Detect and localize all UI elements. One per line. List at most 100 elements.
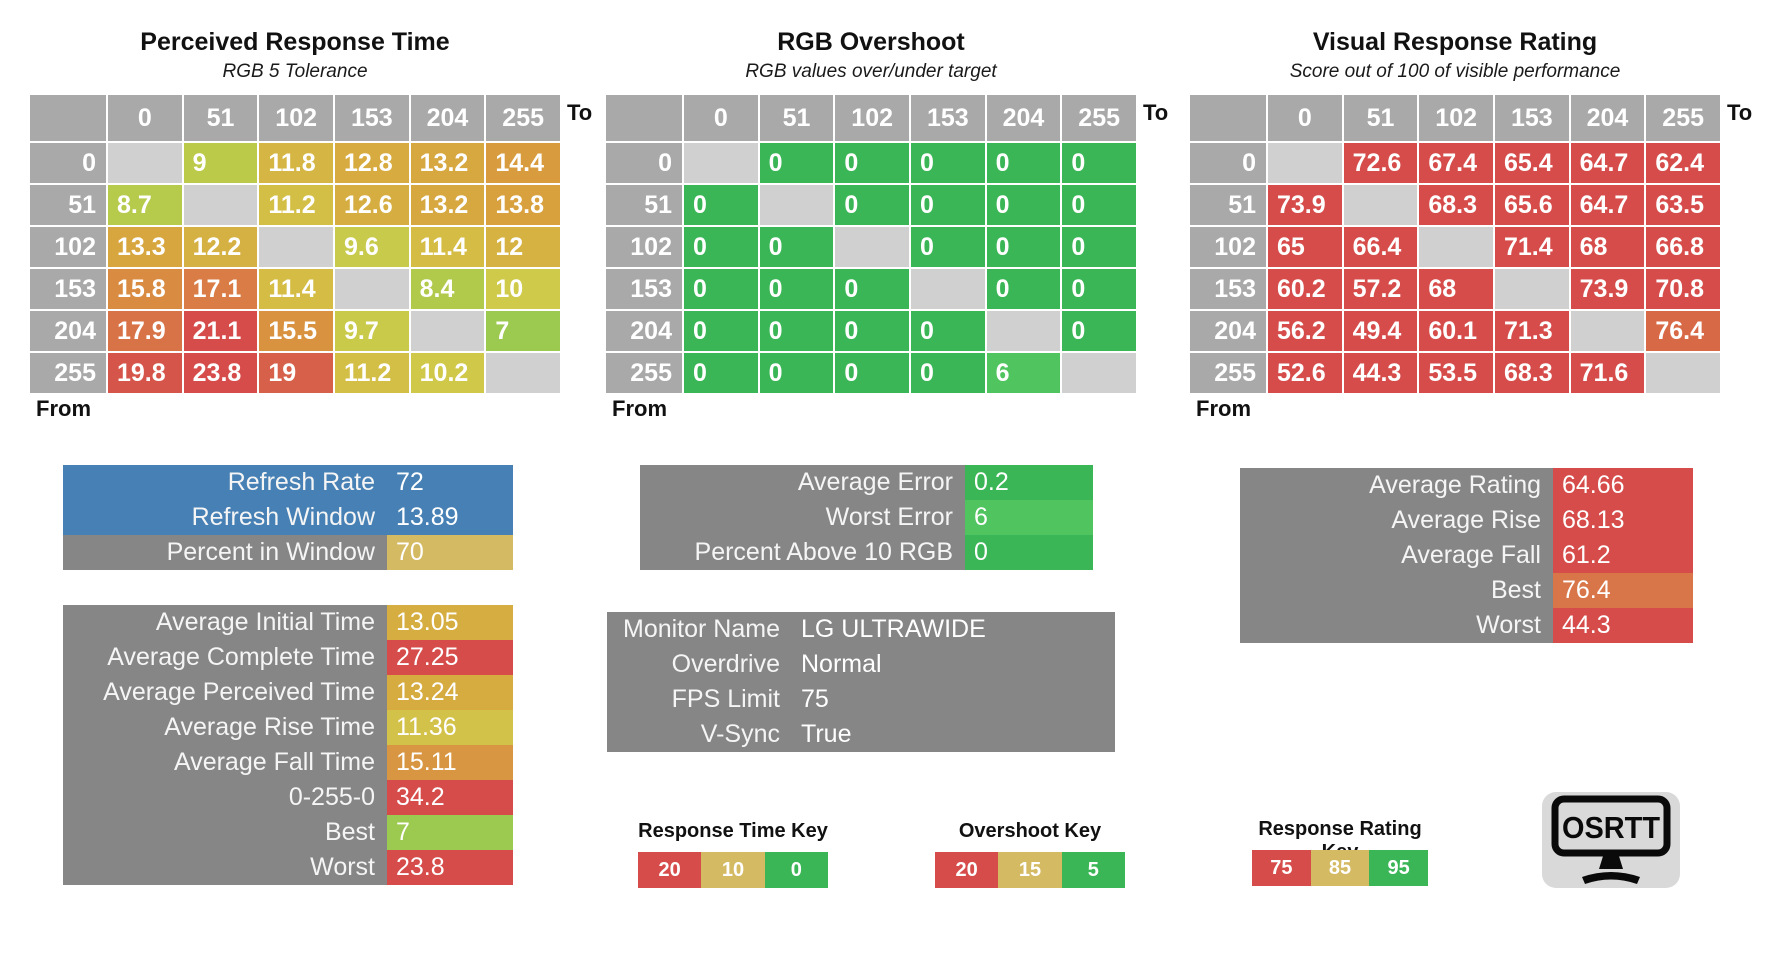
diagonal-cell: [1494, 269, 1569, 309]
heatmap-cell: 10: [486, 269, 560, 309]
rgb-overshoot-heatmap: 0 51 102 153 204 255 0 0 0 0 0 0 51 0 0 0 0 0 102 0 0 0 0 0 153 0…: [606, 95, 1136, 393]
col-header: 51: [183, 95, 258, 141]
key-bar: 20 15 5: [935, 852, 1125, 888]
overshoot-stats-panel: Average Error 0.2 Worst Error 6 Percent Abov…: [640, 465, 1093, 570]
key-segment: 20: [638, 852, 702, 888]
row-header: 102: [30, 227, 106, 267]
diagonal-cell: [334, 269, 409, 309]
panel-row: Overdrive Normal: [607, 647, 1115, 682]
col-header: 204: [410, 95, 485, 141]
col-header: 0: [684, 95, 758, 141]
row-header: 255: [30, 353, 106, 393]
heatmap-cell: 68: [1570, 227, 1645, 267]
stat-label: Average Rating: [1369, 471, 1541, 499]
chart-title-rgb-overshoot: RGB Overshoot: [777, 28, 965, 56]
key-title: Response Time Key: [638, 820, 828, 842]
col-header: 153: [910, 95, 985, 141]
row-header: 153: [606, 269, 682, 309]
heatmap-cell: 73.9: [1570, 269, 1645, 309]
key-segment: 85: [1310, 850, 1370, 886]
heatmap-cell: 64.7: [1570, 143, 1645, 183]
heatmap-cell: 0: [986, 185, 1061, 225]
col-header: 51: [759, 95, 834, 141]
response-time-key: Response Time Key 20 10 0: [638, 820, 828, 888]
row-header: 255: [1190, 353, 1266, 393]
heatmap-cell: 71.4: [1494, 227, 1569, 267]
heatmap-cell: 64.7: [1570, 185, 1645, 225]
heatmap-cell: 0: [684, 311, 758, 351]
panel-row: Average Fall 61.2: [1240, 538, 1693, 573]
logo-text: OSRTT: [1562, 810, 1660, 845]
heatmap-cell: 62.4: [1646, 143, 1720, 183]
heatmap-cell: 68.3: [1494, 353, 1569, 393]
chart-title-perceived-response-time: Perceived Response Time: [140, 28, 450, 56]
to-axis-label: To: [1143, 100, 1169, 125]
row-header: 0: [30, 143, 106, 183]
corner-cell: [1190, 95, 1266, 141]
heatmap-cell: 66.4: [1343, 227, 1418, 267]
heatmap-cell: 60.2: [1268, 269, 1342, 309]
heatmap-cell: 0: [759, 353, 834, 393]
col-header: 255: [486, 95, 560, 141]
stat-value: 13.89: [396, 503, 459, 531]
heatmap-cell: 0: [986, 227, 1061, 267]
col-header: 204: [986, 95, 1061, 141]
stat-value: 68.13: [1553, 503, 1693, 538]
stat-value: 27.25: [387, 640, 513, 675]
chart-title-visual-response-rating: Visual Response Rating: [1312, 28, 1598, 56]
stat-label: Worst: [1476, 611, 1541, 639]
heatmap-cell: 0: [986, 143, 1061, 183]
col-header: 51: [1343, 95, 1418, 141]
heatmap-cell: 9: [183, 143, 258, 183]
chart-subtitle-overshoot: RGB values over/under target: [745, 61, 997, 82]
heatmap-cell: 70.8: [1646, 269, 1720, 309]
stat-label: FPS Limit: [671, 685, 780, 713]
heatmap-cell: 0: [759, 227, 834, 267]
heatmap-cell: 0: [835, 311, 909, 351]
overshoot-key: Overshoot Key 20 15 5: [935, 820, 1125, 888]
stat-label: V-Sync: [700, 720, 780, 748]
stat-value: 7: [387, 815, 513, 850]
row-header: 51: [606, 185, 682, 225]
heatmap-cell: 11.2: [334, 353, 409, 393]
stat-label: Average Initial Time: [155, 608, 375, 636]
to-axis-label: To: [567, 100, 593, 125]
diagonal-cell: [1268, 143, 1342, 183]
heatmap-cell: 0: [835, 143, 909, 183]
diagonal-cell: [486, 353, 560, 393]
row-header: 153: [1190, 269, 1266, 309]
response-time-stats-panel: Average Initial Time 13.05 Average Complet…: [63, 605, 513, 885]
key-segment: 95: [1369, 850, 1429, 886]
heatmap-cell: 12.6: [334, 185, 409, 225]
panel-row: Percent Above 10 RGB 0: [640, 535, 1093, 570]
monitor-info-panel: Monitor Name LG ULTRAWIDE Overdrive Normal F…: [607, 612, 1115, 752]
heatmap-cell: 0: [684, 185, 758, 225]
stat-label: Worst: [310, 853, 375, 881]
col-header: 153: [1494, 95, 1569, 141]
col-header: 102: [1419, 95, 1493, 141]
to-axis-label: To: [1727, 100, 1753, 125]
heatmap-cell: 0: [1062, 227, 1136, 267]
heatmap-cell: 0: [910, 353, 985, 393]
stat-value: 76.4: [1553, 573, 1693, 608]
row-header: 0: [606, 143, 682, 183]
heatmap-cell: 17.9: [108, 311, 182, 351]
heatmap-cell: 71.3: [1494, 311, 1569, 351]
refresh-info-panel: Refresh Rate 72 Refresh Window 13.89 Percent…: [63, 465, 513, 570]
stat-label: Refresh Window: [191, 503, 375, 531]
stat-label: Overdrive: [671, 650, 780, 678]
stat-value: 34.2: [387, 780, 513, 815]
perceived-response-time-heatmap: 0 51 102 153 204 255 0 9 11.8 12.8 13.2 14.4 51 8.7 11…: [30, 95, 560, 393]
stat-label: Best: [324, 818, 375, 846]
panel-row: Percent in Window 70: [63, 535, 513, 570]
heatmap-cell: 14.4: [486, 143, 560, 183]
visual-response-rating-heatmap: 0 51 102 153 204 255 0 72.6 67.4 65.4 64.7 62.4 51 73…: [1190, 95, 1720, 393]
row-header: 153: [30, 269, 106, 309]
stat-label: 0-255-0: [288, 783, 375, 811]
heatmap-cell: 66.8: [1646, 227, 1720, 267]
heatmap-cell: 0: [1062, 311, 1136, 351]
stat-value: 15.11: [387, 745, 513, 780]
stat-label: Refresh Rate: [227, 468, 375, 496]
heatmap-cell: 12.8: [334, 143, 409, 183]
col-header: 255: [1062, 95, 1136, 141]
